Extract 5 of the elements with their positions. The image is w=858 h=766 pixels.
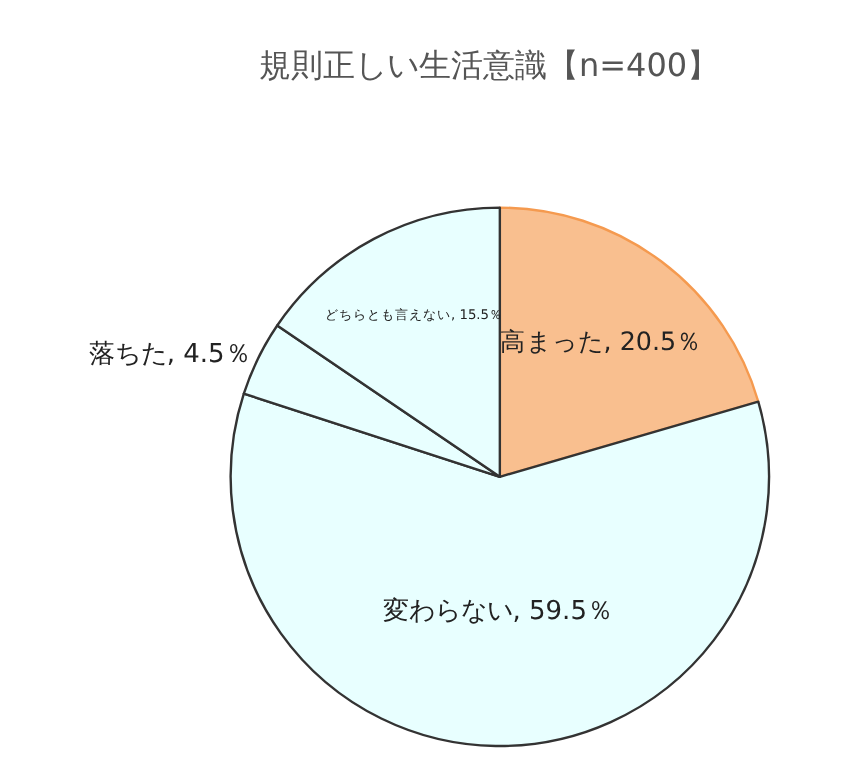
- slice-label: 落ちた, 4.5％: [88, 340, 251, 371]
- chart-title: 規則正しい生活意識【n=400】: [258, 46, 720, 85]
- pie-slice: [498, 206, 760, 479]
- slice-label: 変わらない, 59.5％: [382, 595, 613, 628]
- slice-label: 高まった, 20.5％: [499, 326, 703, 357]
